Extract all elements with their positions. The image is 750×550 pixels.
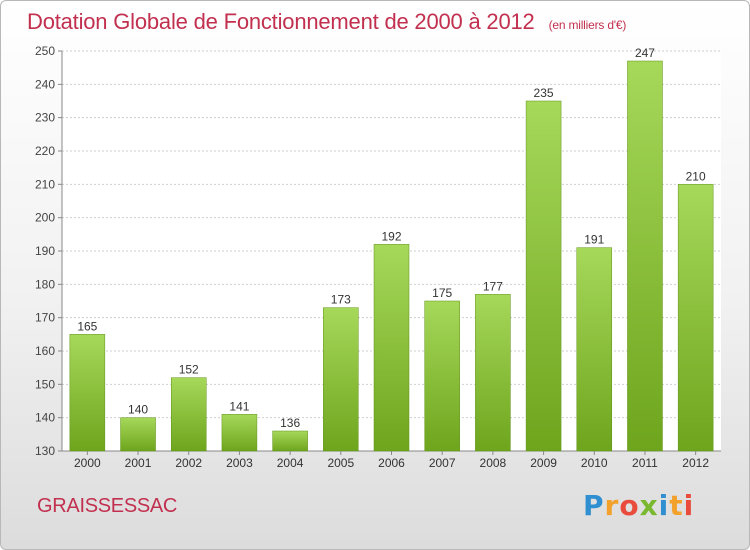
chart-title: Dotation Globale de Fonctionnement de 20… xyxy=(27,9,626,35)
proxiti-logo: Proxiti xyxy=(583,489,694,522)
logo-letter: i xyxy=(658,489,670,522)
bar xyxy=(424,300,460,452)
y-tick-label: 210 xyxy=(35,177,55,191)
x-tick-label: 2006 xyxy=(378,456,405,470)
y-tick-label: 240 xyxy=(35,77,55,91)
x-tick-label: 2012 xyxy=(682,456,709,470)
logo-letter: r xyxy=(604,489,620,522)
bar xyxy=(170,377,207,452)
data-label: 192 xyxy=(381,229,401,243)
bar xyxy=(120,417,156,452)
x-tick-label: 2010 xyxy=(581,456,608,470)
data-label: 141 xyxy=(229,399,249,413)
y-tick-label: 220 xyxy=(35,144,55,158)
data-label: 177 xyxy=(483,279,503,293)
bar xyxy=(373,244,410,452)
bar xyxy=(69,334,106,452)
y-tick-label: 140 xyxy=(35,411,55,425)
data-label: 165 xyxy=(77,319,97,333)
y-tick-label: 160 xyxy=(35,344,55,358)
data-label: 173 xyxy=(331,293,351,307)
logo-letter: o xyxy=(619,489,640,522)
chart-subtitle: (en milliers d'€) xyxy=(548,18,627,32)
bar xyxy=(576,247,613,452)
bar xyxy=(272,430,308,452)
x-tick-label: 2008 xyxy=(480,456,507,470)
bar xyxy=(677,184,714,452)
x-tick-label: 2004 xyxy=(277,456,304,470)
logo-letter: i xyxy=(683,489,695,522)
x-tick-label: 2005 xyxy=(327,456,354,470)
x-tick-label: 2009 xyxy=(530,456,557,470)
y-tick-label: 130 xyxy=(35,444,55,458)
y-tick-label: 250 xyxy=(35,44,55,58)
x-tick-label: 2000 xyxy=(74,456,101,470)
y-tick-label: 150 xyxy=(35,377,55,391)
y-tick-label: 190 xyxy=(35,244,55,258)
bar xyxy=(475,294,511,452)
data-label: 247 xyxy=(635,46,655,60)
commune-name: GRAISSESSAC xyxy=(37,495,178,517)
data-label: 191 xyxy=(584,233,604,247)
bar xyxy=(323,307,359,452)
logo-letter: P xyxy=(583,489,605,522)
data-label: 175 xyxy=(432,286,452,300)
x-tick-label: 2003 xyxy=(226,456,253,470)
data-label: 210 xyxy=(686,169,706,183)
data-label: 152 xyxy=(179,363,199,377)
bar xyxy=(525,100,562,452)
data-label: 136 xyxy=(280,416,300,430)
y-tick-label: 170 xyxy=(35,311,55,325)
y-tick-label: 230 xyxy=(35,111,55,125)
logo-letter: t xyxy=(669,489,684,522)
bar xyxy=(221,414,258,452)
x-tick-label: 2007 xyxy=(429,456,456,470)
title-text: Dotation Globale de Fonctionnement de 20… xyxy=(27,9,535,34)
x-tick-label: 2001 xyxy=(125,456,152,470)
data-label: 235 xyxy=(534,86,554,100)
data-label: 140 xyxy=(128,403,148,417)
x-tick-label: 2002 xyxy=(175,456,202,470)
logo-letter: x xyxy=(639,489,659,522)
y-tick-label: 200 xyxy=(35,211,55,225)
bar xyxy=(627,60,663,452)
y-tick-label: 180 xyxy=(35,277,55,291)
x-tick-label: 2011 xyxy=(632,456,658,470)
